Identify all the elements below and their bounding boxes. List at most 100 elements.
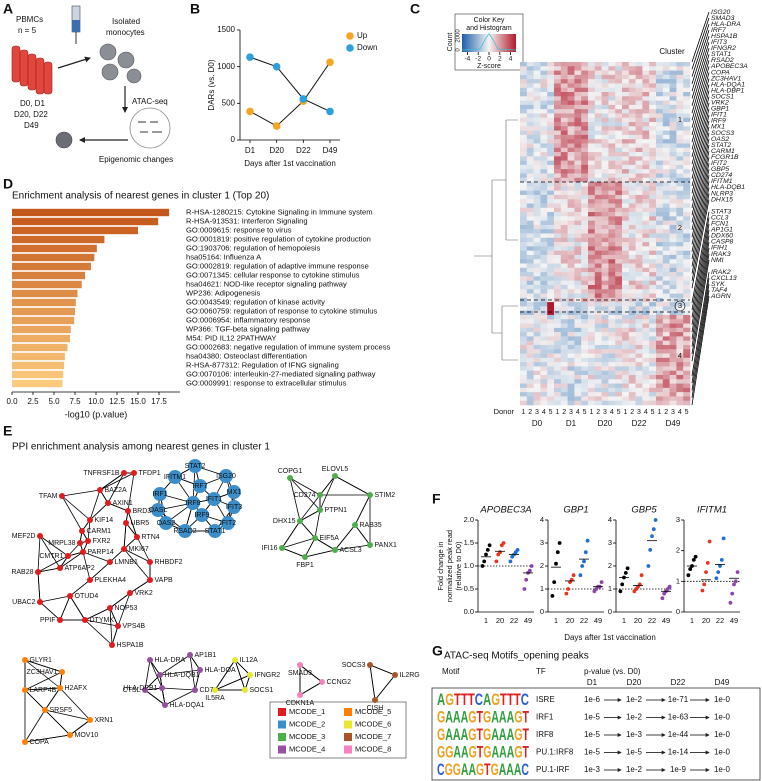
heatmap-cell (656, 143, 664, 149)
heatmap-cell (635, 400, 643, 406)
heatmap-cell (581, 374, 589, 380)
heatmap-cell (581, 62, 589, 67)
heatmap-cell (628, 143, 636, 149)
heatmap-cell (526, 83, 534, 89)
heatmap-cell (635, 396, 643, 402)
heatmap-cell (683, 147, 691, 153)
heatmap-cell (669, 147, 677, 153)
heatmap-cell (533, 147, 541, 153)
heatmap-cell (635, 130, 643, 136)
heatmap-cell (560, 156, 568, 161)
heatmap-cell (533, 199, 541, 204)
heatmap-cell (669, 130, 677, 136)
heatmap-cell (622, 160, 630, 166)
donor-number: 4 (576, 409, 580, 416)
heatmap-cell (547, 152, 555, 157)
heatmap-cell (581, 79, 589, 84)
heatmap-cell (662, 87, 670, 93)
legend-label: Down (357, 43, 377, 52)
heatmap-cell (520, 87, 528, 93)
heatmap-cell (594, 92, 602, 97)
heatmap-cell (662, 96, 670, 101)
heatmap-cell (567, 267, 575, 273)
heatmap-cell (560, 319, 568, 324)
heatmap-cell (554, 143, 562, 149)
heatmap-cell (574, 319, 582, 324)
node-label: COPA (30, 739, 50, 746)
heatmap-cell (656, 216, 664, 221)
heatmap-cell (520, 83, 528, 89)
heatmap-cell (526, 323, 534, 329)
heatmap-cell (520, 276, 528, 281)
heatmap-cell (547, 237, 555, 243)
heatmap-cell (601, 130, 609, 136)
heatmap-cell (574, 152, 582, 157)
y-tick-label: 2 (676, 546, 680, 555)
heatmap-cell (533, 289, 541, 294)
heatmap-cell (574, 113, 582, 119)
heatmap-cell (581, 220, 589, 226)
heatmap-cell (547, 242, 555, 247)
heatmap-cell (656, 164, 664, 170)
node-label: NOP53 (115, 605, 138, 612)
heatmap-cell (662, 190, 670, 196)
motif-letter: G (483, 708, 491, 727)
heatmap-cell (628, 233, 636, 239)
heatmap-cell (635, 216, 643, 221)
heatmap-cell (601, 147, 609, 153)
heatmap-cell (560, 332, 568, 337)
header: p-value (vs. D0) (584, 667, 641, 676)
node-label: MX1 (227, 489, 242, 496)
heatmap-cell (662, 242, 670, 247)
heatmap-cell (567, 357, 575, 363)
heatmap-cell (567, 362, 575, 367)
heatmap-cell (567, 70, 575, 76)
heatmap-cell (662, 182, 670, 187)
gene-connector (691, 78, 710, 143)
heatmap-cell (608, 323, 616, 329)
heatmap-cell (520, 254, 528, 260)
p-value: 1e-14 (668, 748, 689, 757)
heatmap-cell (520, 224, 528, 230)
heatmap-cell (574, 280, 582, 286)
heatmap-cell (588, 62, 596, 67)
heatmap-cell (608, 212, 616, 217)
motif-letter: T (454, 690, 461, 709)
heatmap-cell (526, 263, 534, 269)
heatmap-cell (594, 224, 602, 230)
gene-connector (691, 272, 710, 376)
heatmap-cell (656, 319, 664, 324)
heatmap-cell (554, 207, 562, 213)
heatmap-cell (554, 122, 562, 127)
heatmap-cell (547, 302, 555, 307)
node-label: UBAC2 (12, 599, 35, 606)
heatmap-cell (669, 164, 677, 170)
edge (44, 687, 61, 711)
heatmap-cell (669, 190, 677, 196)
edge (69, 579, 91, 597)
heatmap-cell (554, 104, 562, 110)
heatmap-cell (540, 139, 548, 144)
node-label: OAS2 (157, 520, 176, 527)
edge (354, 524, 371, 546)
node-label: COPG1 (278, 468, 303, 475)
heatmap-cell (601, 267, 609, 273)
gene-label: IFIT1 (711, 112, 727, 119)
heatmap-cell (574, 216, 582, 221)
heatmap-cell (567, 113, 575, 119)
key-histogram (461, 33, 517, 51)
heatmap-cell (574, 284, 582, 290)
edge (109, 592, 131, 609)
heatmap-cell (554, 267, 562, 273)
heatmap-cell (628, 203, 636, 209)
heatmap-cell (594, 293, 602, 299)
heatmap-cell (547, 340, 555, 346)
heatmap-cell (642, 267, 650, 273)
point (700, 588, 705, 593)
heatmap-cell (574, 396, 582, 402)
heatmap-cell (574, 117, 582, 123)
heatmap-cell (635, 289, 643, 294)
motif-letter: T (468, 690, 475, 709)
heatmap-cell (567, 310, 575, 316)
heatmap-cell (594, 392, 602, 397)
